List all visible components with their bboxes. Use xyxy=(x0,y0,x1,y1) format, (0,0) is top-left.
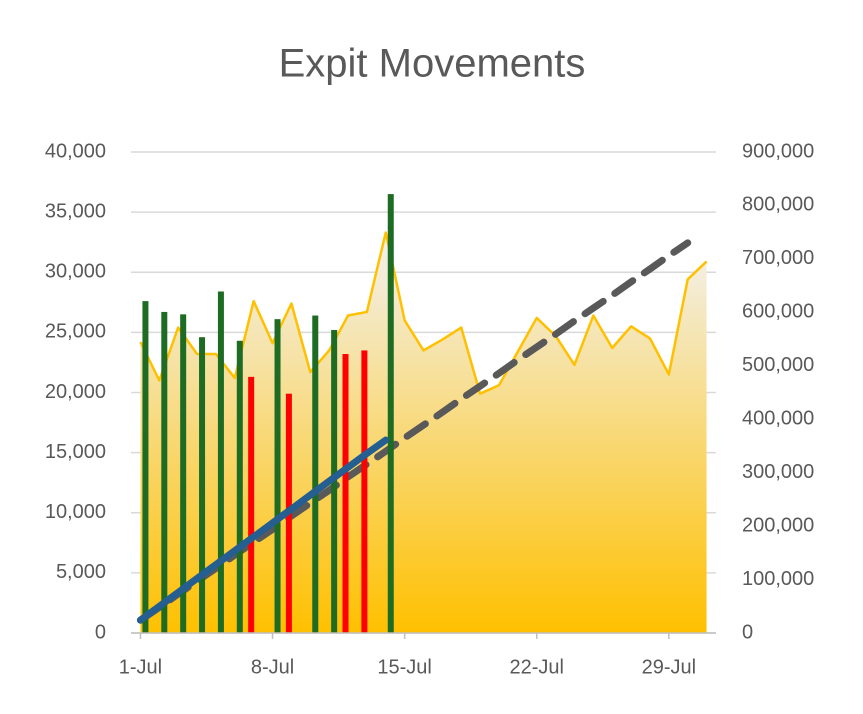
bar xyxy=(161,311,168,633)
x-tick-label: 29-Jul xyxy=(642,656,696,678)
y-tick-label: 10,000 xyxy=(45,501,106,523)
y2-tick-label: 400,000 xyxy=(742,408,814,430)
bar xyxy=(342,354,349,633)
y-tick-label: 5,000 xyxy=(56,561,106,583)
y2-tick-label: 200,000 xyxy=(742,514,814,536)
y2-tick-label: 600,000 xyxy=(742,301,814,323)
area-line xyxy=(139,231,708,395)
y2-tick-label: 500,000 xyxy=(742,354,814,376)
bar xyxy=(236,340,243,633)
y-tick-label: 30,000 xyxy=(45,261,106,283)
bar xyxy=(312,315,319,633)
bar xyxy=(142,301,149,633)
y2-tick-label: 700,000 xyxy=(742,247,814,269)
y2-tick-label: 100,000 xyxy=(742,568,814,590)
bar xyxy=(199,337,206,633)
x-tick-label: 22-Jul xyxy=(509,656,563,678)
bar xyxy=(217,291,224,633)
bar xyxy=(274,319,281,633)
x-tick-label: 15-Jul xyxy=(377,656,431,678)
bar xyxy=(387,194,394,633)
bar xyxy=(361,350,368,633)
bar xyxy=(180,314,187,633)
y-tick-label: 15,000 xyxy=(45,441,106,463)
y2-tick-label: 900,000 xyxy=(742,140,814,162)
y-tick-label: 25,000 xyxy=(45,321,106,343)
y-tick-label: 40,000 xyxy=(45,140,106,162)
cumulative-line xyxy=(136,436,390,624)
y-tick-label: 0 xyxy=(95,621,106,643)
y2-tick-label: 800,000 xyxy=(742,194,814,216)
area-fill xyxy=(140,232,707,633)
x-tick-label: 8-Jul xyxy=(251,656,294,678)
y2-tick-label: 0 xyxy=(742,621,753,643)
bar xyxy=(248,376,255,633)
x-tick-label: 1-Jul xyxy=(119,656,162,678)
y-tick-label: 35,000 xyxy=(45,200,106,222)
y2-tick-label: 300,000 xyxy=(742,461,814,483)
y-tick-label: 20,000 xyxy=(45,381,106,403)
chart-title: Expit Movements xyxy=(279,42,586,86)
